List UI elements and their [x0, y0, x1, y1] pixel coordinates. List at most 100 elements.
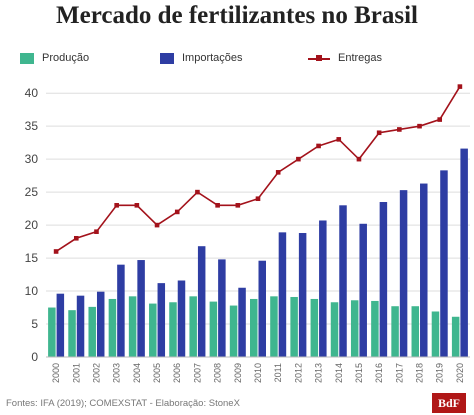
bar-producao-2007: [189, 296, 197, 357]
point-entregas-2010: [255, 196, 261, 202]
bar-producao-2006: [169, 302, 177, 357]
bar-importacoes-2002: [96, 291, 105, 357]
bar-producao-2004: [128, 296, 137, 357]
bar-importacoes-2009: [238, 287, 246, 357]
legend-line-entregas: [308, 53, 330, 64]
bar-importacoes-2001: [76, 295, 85, 357]
x-tick-label: 2003: [112, 363, 122, 383]
bar-producao-2019: [431, 311, 440, 357]
point-entregas-2003: [114, 203, 119, 208]
legend-item-importacoes: Importações: [160, 52, 243, 64]
y-tick-label: 10: [25, 284, 39, 298]
bar-producao-2014: [330, 302, 339, 357]
x-tick-label: 2008: [213, 363, 223, 383]
legend-swatch-producao: [20, 52, 34, 64]
legend-label-importacoes: Importações: [182, 52, 243, 64]
x-tick-label: 2005: [152, 363, 162, 383]
point-entregas-2001: [73, 235, 79, 241]
bar-producao-2002: [88, 306, 96, 357]
legend-item-entregas: Entregas: [308, 52, 382, 64]
legend-label-entregas: Entregas: [338, 52, 383, 64]
bar-producao-2005: [149, 303, 157, 357]
bar-producao-2017: [391, 306, 399, 357]
bar-producao-2015: [350, 300, 359, 357]
y-tick-label: 25: [25, 185, 39, 199]
bar-importacoes-2016: [379, 202, 388, 357]
bar-importacoes-2014: [339, 205, 347, 357]
legend-item-producao: Produção: [20, 52, 89, 64]
y-tick-label: 5: [31, 317, 38, 331]
x-tick-label: 2017: [394, 363, 404, 383]
x-tick-label: 2018: [415, 363, 425, 383]
brand-logo: BdF: [432, 393, 466, 413]
point-entregas-2005: [154, 222, 160, 228]
y-tick-label: 20: [25, 218, 39, 232]
x-tick-label: 2015: [354, 363, 364, 383]
bar-producao-2013: [310, 298, 319, 357]
bar-producao-2000: [48, 307, 56, 357]
point-entregas-2017: [397, 127, 402, 132]
source-note: Fontes: IFA (2019); COMEXSTAT - Elaboraç…: [6, 398, 240, 409]
point-entregas-2004: [134, 203, 140, 208]
bar-producao-2008: [209, 301, 218, 357]
point-entregas-2016: [376, 130, 382, 136]
bar-importacoes-2018: [420, 183, 428, 357]
bar-producao-2020: [451, 316, 460, 357]
line-entregas: [55, 86, 461, 253]
bar-importacoes-2010: [258, 260, 266, 357]
bar-producao-2003: [108, 298, 117, 357]
x-tick-label: 2010: [253, 363, 263, 383]
point-entregas-2008: [215, 203, 220, 208]
x-tick-label: 2012: [293, 363, 303, 383]
point-entregas-2007: [195, 189, 200, 195]
bar-producao-2001: [68, 310, 76, 357]
point-entregas-2015: [356, 156, 362, 162]
point-entregas-2018: [417, 123, 422, 129]
bar-producao-2011: [270, 296, 278, 357]
bar-producao-2009: [229, 305, 238, 357]
bar-importacoes-2006: [177, 280, 186, 357]
point-entregas-2009: [235, 203, 241, 208]
bar-producao-2016: [371, 300, 379, 357]
legend-swatch-importacoes: [160, 52, 174, 64]
legend: Produção Importações Entregas: [0, 52, 474, 70]
x-tick-label: 2006: [172, 363, 182, 383]
bar-importacoes-2012: [298, 233, 307, 357]
y-tick-label: 40: [25, 86, 39, 100]
bar-importacoes-2000: [56, 293, 65, 357]
y-tick-label: 0: [31, 350, 38, 364]
point-entregas-2000: [53, 249, 59, 254]
x-tick-label: 2000: [51, 363, 61, 383]
bar-importacoes-2020: [460, 148, 468, 357]
x-tick-label: 2014: [334, 363, 344, 383]
x-tick-label: 2009: [233, 363, 243, 383]
bar-importacoes-2005: [157, 283, 166, 357]
bar-producao-2012: [290, 296, 298, 357]
y-tick-label: 15: [25, 251, 39, 265]
x-tick-label: 2013: [314, 363, 324, 383]
point-entregas-2012: [296, 156, 301, 162]
bar-importacoes-2008: [218, 259, 226, 357]
bar-producao-2018: [411, 306, 420, 357]
bar-importacoes-2003: [117, 264, 125, 357]
point-entregas-2006: [174, 209, 180, 215]
bar-importacoes-2011: [278, 232, 287, 357]
point-entregas-2014: [336, 137, 342, 142]
legend-label-producao: Produção: [42, 52, 90, 64]
x-tick-label: 2019: [435, 363, 445, 383]
bar-importacoes-2004: [137, 260, 145, 357]
x-tick-label: 2004: [132, 363, 142, 383]
point-entregas-2019: [437, 117, 443, 122]
bar-importacoes-2019: [440, 170, 448, 357]
y-tick-label: 35: [25, 119, 39, 133]
bar-importacoes-2017: [399, 190, 408, 357]
x-tick-label: 2001: [71, 363, 81, 383]
point-entregas-2002: [94, 229, 99, 234]
bar-producao-2010: [250, 298, 258, 357]
chart-title: Mercado de fertilizantes no Brasil: [56, 2, 418, 29]
y-tick-label: 30: [25, 152, 39, 166]
x-tick-label: 2016: [374, 363, 384, 383]
x-tick-label: 2002: [91, 363, 101, 383]
x-tick-label: 2007: [192, 363, 202, 383]
